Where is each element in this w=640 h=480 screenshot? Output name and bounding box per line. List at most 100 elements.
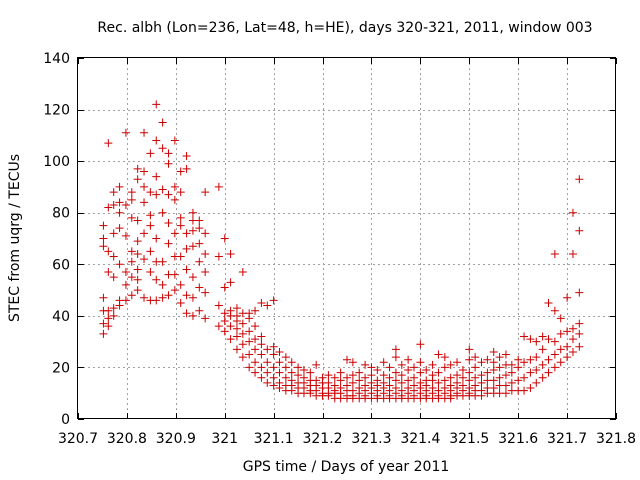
data-point (182, 151, 191, 160)
data-point (287, 376, 296, 385)
data-point (336, 368, 345, 377)
data-point (281, 363, 290, 372)
data-point (348, 358, 357, 367)
data-point (99, 221, 108, 230)
data-point (170, 286, 179, 295)
data-point (373, 376, 382, 385)
data-point (109, 304, 118, 313)
data-point (568, 324, 577, 333)
data-point (520, 386, 529, 395)
data-point (257, 363, 266, 372)
data-point (257, 298, 266, 307)
data-point (348, 378, 357, 387)
data-point (182, 164, 191, 173)
data-point (245, 327, 254, 336)
data-point (397, 360, 406, 369)
data-point (348, 371, 357, 380)
data-point (238, 268, 247, 277)
data-point (251, 306, 260, 315)
data-point (391, 368, 400, 377)
data-point (257, 340, 266, 349)
data-point (520, 373, 529, 382)
data-point (575, 175, 584, 184)
data-point (520, 332, 529, 341)
data-point (434, 350, 443, 359)
data-point (404, 384, 413, 393)
data-point (104, 268, 113, 277)
data-point (465, 355, 474, 364)
x-tick-label: 320.9 (156, 431, 196, 447)
data-point (385, 363, 394, 372)
data-point (324, 371, 333, 380)
data-point (146, 211, 155, 220)
data-point (201, 188, 210, 197)
data-point (115, 260, 124, 269)
x-axis-label: GPS time / Days of year 2011 (243, 459, 450, 475)
data-point (220, 309, 229, 318)
data-point (251, 322, 260, 331)
data-point (446, 381, 455, 390)
data-point (109, 311, 118, 320)
data-point (520, 358, 529, 367)
y-tick-label: 100 (43, 154, 70, 170)
data-point (152, 190, 161, 199)
data-point (568, 208, 577, 217)
data-point (182, 265, 191, 274)
data-point (501, 350, 510, 359)
data-point (220, 234, 229, 243)
data-point (140, 198, 149, 207)
data-points (99, 100, 584, 403)
data-point (355, 384, 364, 393)
data-point (318, 373, 327, 382)
data-point (458, 381, 467, 390)
x-tick-label: 320.8 (107, 431, 147, 447)
data-point (263, 358, 272, 367)
data-point (115, 208, 124, 217)
data-point (188, 208, 197, 217)
data-point (434, 386, 443, 395)
data-point (434, 368, 443, 377)
data-point (526, 384, 535, 393)
data-point (294, 363, 303, 372)
x-tick-label: 321 (211, 431, 238, 447)
data-point (133, 286, 142, 295)
data-point (133, 275, 142, 284)
data-point (575, 226, 584, 235)
data-point (532, 366, 541, 375)
data-point (133, 265, 142, 274)
data-point (446, 373, 455, 382)
data-point (287, 368, 296, 377)
data-point (115, 198, 124, 207)
data-point (495, 363, 504, 372)
data-point (404, 366, 413, 375)
data-point (195, 224, 204, 233)
data-point (146, 268, 155, 277)
x-tick-label: 321.7 (547, 431, 587, 447)
data-point (188, 226, 197, 235)
data-point (477, 358, 486, 367)
data-point (440, 376, 449, 385)
data-point (556, 329, 565, 338)
data-point (170, 229, 179, 238)
data-point (188, 242, 197, 251)
data-point (514, 363, 523, 372)
data-point (507, 360, 516, 369)
data-point (170, 136, 179, 145)
data-point (121, 296, 130, 305)
plot-frame (77, 57, 616, 419)
data-point (121, 128, 130, 137)
data-point (556, 358, 565, 367)
data-point (251, 358, 260, 367)
data-point (477, 378, 486, 387)
data-point (287, 358, 296, 367)
data-point (127, 273, 136, 282)
data-point (176, 280, 185, 289)
data-point (568, 249, 577, 258)
data-point (434, 378, 443, 387)
data-point (514, 355, 523, 364)
data-point (176, 188, 185, 197)
data-point (330, 381, 339, 390)
data-point (121, 231, 130, 240)
y-tick-label: 120 (43, 103, 70, 119)
data-point (188, 293, 197, 302)
